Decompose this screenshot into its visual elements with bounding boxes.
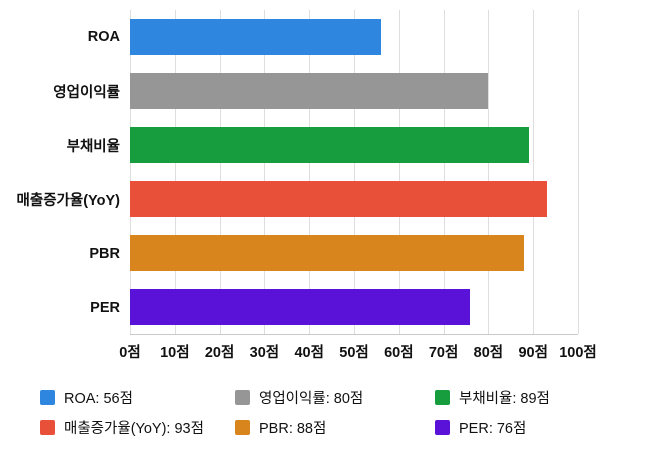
legend-item-3: 매출증가율(YoY): 93점 <box>40 417 235 438</box>
legend-item-0: ROA: 56점 <box>40 387 235 408</box>
gridline <box>174 10 176 334</box>
legend-swatch-icon <box>235 389 250 405</box>
bar-row-4 <box>130 226 578 280</box>
x-tick-label-4: 40점 <box>294 345 324 361</box>
category-label-5: PER <box>90 299 120 316</box>
x-tick-label-0: 0점 <box>119 345 141 361</box>
gridline <box>488 10 490 334</box>
legend-label: ROA: 56점 <box>64 390 133 407</box>
gridline <box>264 10 266 334</box>
chart-bar-1 <box>130 73 489 109</box>
bar-row-5 <box>130 280 578 334</box>
legend-label: PBR: 88점 <box>259 420 327 437</box>
gridline <box>398 10 400 334</box>
chart-bar-3 <box>130 181 547 217</box>
bar-row-3 <box>130 172 578 226</box>
gridline <box>130 10 131 334</box>
x-axis: 0점 10점 20점 30점 40점 50점 60점 70점 80점 90점 100점 <box>119 341 596 363</box>
category-label-2: 부채비율 <box>66 138 120 155</box>
chart-bar-4 <box>130 235 525 271</box>
legend-label: 매출증가율(YoY): 93점 <box>64 420 204 437</box>
legend-swatch-icon <box>435 419 450 435</box>
gridline <box>443 10 445 334</box>
plot-area <box>130 10 579 335</box>
legend-swatch-icon <box>40 419 55 435</box>
x-tick-label-10: 100점 <box>559 345 597 361</box>
category-label-4: PBR <box>89 245 120 262</box>
legend-label: 영업이익률: 80점 <box>259 390 364 407</box>
x-tick-label-2: 20점 <box>204 345 235 361</box>
gridline <box>578 10 579 334</box>
gridline <box>354 10 355 334</box>
gridline <box>533 10 535 334</box>
legend-label: PER: 76점 <box>459 420 527 437</box>
legend-swatch-icon <box>435 389 450 405</box>
gridline <box>309 10 311 334</box>
x-tick-label-5: 50점 <box>339 345 369 361</box>
legend-item-2: 부채비율: 89점 <box>435 387 650 408</box>
x-tick-label-7: 70점 <box>428 345 459 361</box>
bar-row-0 <box>130 10 578 64</box>
x-tick-label-1: 10점 <box>160 345 190 361</box>
x-tick-label-9: 90점 <box>518 345 548 361</box>
x-tick-label-3: 30점 <box>249 345 280 361</box>
x-tick-label-6: 60점 <box>384 345 414 361</box>
chart-bar-0 <box>130 19 381 55</box>
legend-item-1: 영업이익률: 80점 <box>235 387 435 408</box>
category-label-1: 영업이익률 <box>53 84 120 101</box>
bars <box>130 10 578 334</box>
x-tick-label-8: 80점 <box>473 345 504 361</box>
bar-row-1 <box>130 64 578 118</box>
legend-item-4: PBR: 88점 <box>235 417 435 438</box>
chart-bar-2 <box>130 127 529 163</box>
gridline <box>219 10 221 334</box>
legend-item-5: PER: 76점 <box>435 417 650 438</box>
bar-row-2 <box>130 118 578 172</box>
category-label-0: ROA <box>87 29 120 46</box>
legend-swatch-icon <box>40 389 55 405</box>
chart-bar-5 <box>130 289 471 325</box>
legend-swatch-icon <box>235 419 250 435</box>
legend-label: 부채비율: 89점 <box>459 390 550 407</box>
category-label-3: 매출증가율(YoY) <box>16 193 120 210</box>
